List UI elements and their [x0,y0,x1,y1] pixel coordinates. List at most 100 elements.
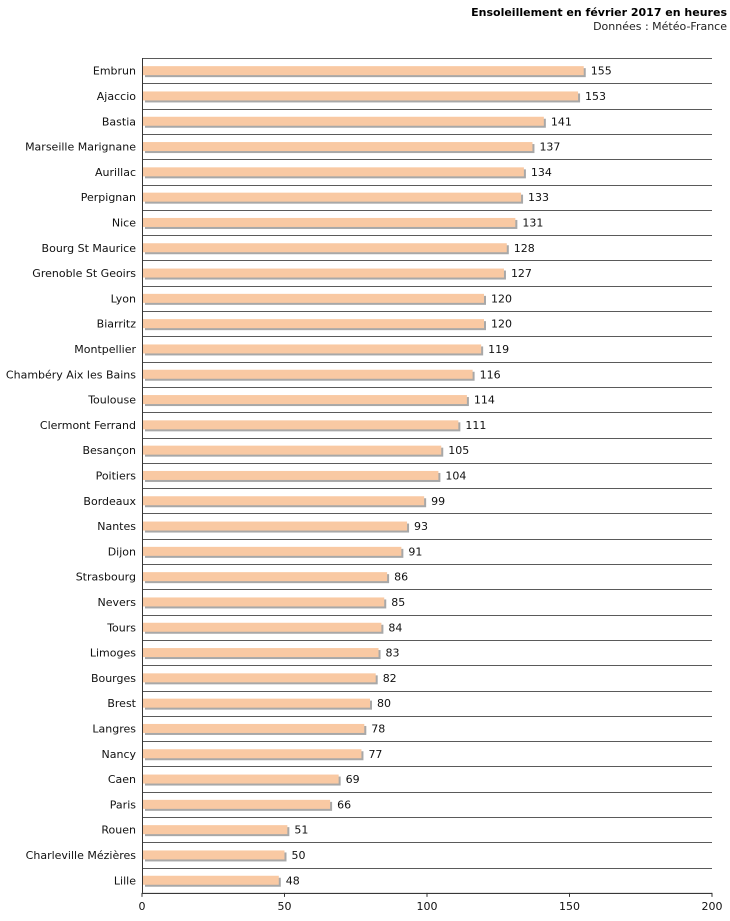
category-label: Perpignan [81,191,136,204]
category-label: Chambéry Aix les Bains [6,368,136,381]
value-label: 86 [394,571,408,584]
bar [143,293,484,303]
bar [143,217,516,227]
value-label: 93 [414,520,428,533]
bar [143,546,402,556]
category-label: Nevers [97,596,136,609]
bar [143,470,439,480]
bar [143,875,279,885]
bar [143,622,382,632]
category-label: Bourges [91,672,136,685]
category-label: Grenoble St Geoirs [32,267,136,280]
bar [143,268,504,278]
bar [143,91,579,101]
bar [143,142,533,152]
bar [143,167,524,177]
category-label: Marseille Marignane [25,141,136,154]
value-label: 82 [383,672,397,685]
x-tick-label: 150 [559,900,580,913]
value-label: 80 [377,697,391,710]
value-label: 66 [337,798,351,811]
value-label: 134 [531,166,552,179]
value-label: 120 [491,292,512,305]
category-label: Paris [110,798,136,811]
bar [143,597,385,607]
category-label: Nantes [97,520,136,533]
chart-title: Ensoleillement en février 2017 en heures [471,6,727,19]
x-tick-label: 50 [278,900,292,913]
bar [143,825,288,835]
value-label: 77 [368,748,382,761]
bar [143,723,365,733]
bar [143,192,522,202]
bar [143,116,544,126]
value-label: 128 [514,242,535,255]
value-label: 116 [480,368,501,381]
bar [143,445,442,455]
category-label: Nice [112,216,136,229]
category-label: Embrun [93,65,136,78]
category-label: Caen [108,773,136,786]
category-label: Tours [106,621,136,634]
x-tick-label: 100 [417,900,438,913]
category-label: Clermont Ferrand [40,419,136,432]
category-label: Langres [92,722,136,735]
category-label: Ajaccio [97,90,136,103]
x-tick-label: 200 [702,900,723,913]
category-label: Bourg St Maurice [42,242,137,255]
category-label: Rouen [101,824,136,837]
value-label: 119 [488,343,509,356]
value-label: 127 [511,267,532,280]
value-label: 83 [386,647,400,660]
value-label: 99 [431,495,445,508]
bar [143,395,467,405]
value-label: 141 [551,115,572,128]
value-label: 104 [445,469,466,482]
value-label: 69 [346,773,360,786]
category-label: Bordeaux [83,495,136,508]
category-label: Dijon [108,545,136,558]
value-label: 153 [585,90,606,103]
bar [143,344,482,354]
bar [143,496,425,506]
category-label: Toulouse [87,394,136,407]
value-label: 84 [388,621,402,634]
bar [143,774,339,784]
bar [143,850,285,860]
category-label: Bastia [102,115,136,128]
category-label: Montpellier [74,343,136,356]
x-tick-label: 0 [139,900,146,913]
bar [143,521,408,531]
category-label: Limoges [90,647,136,660]
bar [143,648,379,658]
category-label: Nancy [102,748,137,761]
value-label: 50 [292,849,306,862]
category-label: Aurillac [95,166,136,179]
bar [143,749,362,759]
category-label: Biarritz [97,318,137,331]
value-label: 114 [474,394,495,407]
category-label: Charleville Mézières [26,849,137,862]
bar [143,319,484,329]
value-label: 155 [591,65,612,78]
category-label: Lille [114,874,136,887]
value-label: 51 [294,824,308,837]
value-label: 105 [448,444,469,457]
chart-subtitle: Données : Météo-France [593,20,727,33]
category-label: Besançon [82,444,136,457]
bar [143,799,331,809]
category-label: Strasbourg [76,571,136,584]
value-label: 85 [391,596,405,609]
category-label: Poitiers [96,469,137,482]
value-label: 131 [522,216,543,229]
value-label: 111 [465,419,486,432]
bar [143,66,584,76]
bar [143,420,459,430]
bar [143,673,376,683]
category-label: Brest [107,697,136,710]
value-label: 137 [539,141,560,154]
value-label: 78 [371,722,385,735]
bar [143,243,507,253]
value-label: 91 [408,545,422,558]
